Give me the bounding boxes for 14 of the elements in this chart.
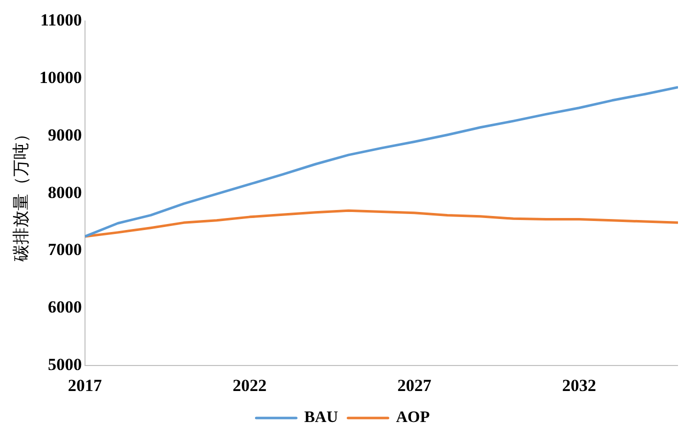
x-tick-label: 2027 [397, 376, 432, 396]
y-tick-label: 9000 [48, 125, 82, 144]
y-axis-title: 碳排放量（万吨） [12, 125, 32, 262]
legend-label: AOP [396, 409, 430, 426]
x-tick-label: 2022 [232, 376, 267, 396]
legend-label: BAU [304, 409, 338, 426]
y-tick-label: 10000 [39, 68, 82, 87]
x-tick-label: 2032 [562, 376, 596, 396]
y-tick-label: 6000 [48, 298, 82, 317]
y-tick-label: 5000 [48, 354, 82, 374]
y-tick-label: 8000 [48, 182, 82, 202]
x-tick-label: 2017 [68, 376, 102, 396]
y-tick-label: 7000 [48, 240, 82, 260]
y-tick-label: 11000 [40, 10, 82, 30]
